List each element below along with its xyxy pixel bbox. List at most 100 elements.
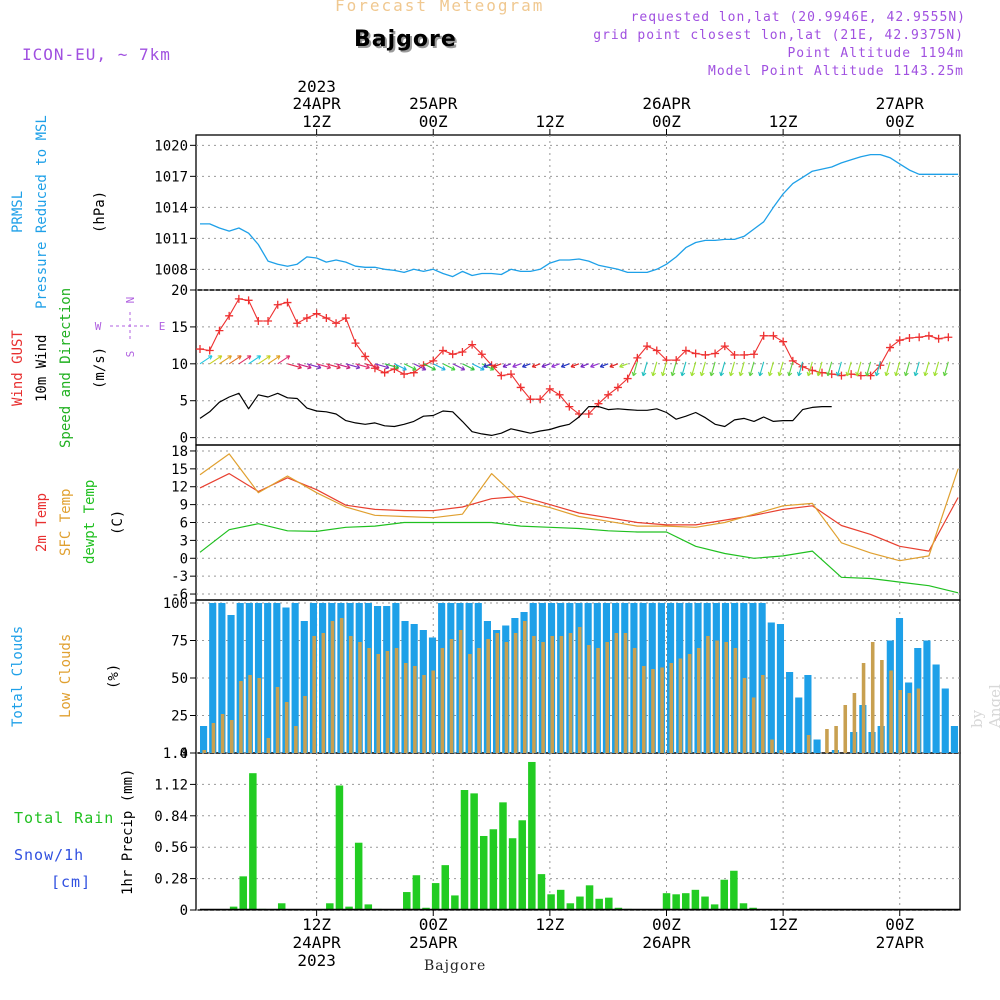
y-tick-label: 5 bbox=[180, 394, 188, 410]
low-cloud-bar bbox=[907, 693, 912, 753]
panel-label-wind: (m/s) bbox=[92, 346, 108, 390]
wind-direction-arrow bbox=[267, 355, 281, 365]
wind-direction-arrow bbox=[512, 363, 521, 369]
wind-direction-arrow bbox=[462, 363, 475, 371]
bottom-hour-label: 00Z bbox=[652, 915, 681, 934]
panel-frame-precip bbox=[195, 752, 961, 911]
wind-direction-arrow bbox=[521, 363, 531, 369]
low-cloud-bar bbox=[898, 690, 902, 753]
low-cloud-bar bbox=[513, 633, 518, 753]
y-tick-label: 75 bbox=[171, 634, 188, 650]
y-tick-label: 1017 bbox=[154, 169, 188, 185]
bottom-hour-label: 12Z bbox=[302, 915, 331, 934]
wind-direction-arrow bbox=[599, 363, 609, 369]
wind-direction-arrow bbox=[423, 363, 436, 371]
total-cloud-bar bbox=[804, 675, 812, 753]
super-title: Forecast Meteogram bbox=[335, 0, 545, 15]
rain-bar bbox=[576, 896, 584, 910]
low-cloud-bar bbox=[239, 681, 243, 753]
total-cloud-bar bbox=[776, 624, 785, 753]
wind-direction-arrow bbox=[816, 361, 823, 377]
wind-direction-arrow bbox=[728, 361, 736, 377]
wind-direction-arrow bbox=[796, 361, 804, 377]
rain-bar bbox=[720, 879, 728, 910]
low-cloud-bar bbox=[312, 636, 316, 753]
gust-marker bbox=[458, 348, 467, 356]
wind-direction-arrow bbox=[277, 355, 291, 365]
rain-bar bbox=[412, 875, 421, 910]
low-cloud-bar bbox=[522, 621, 527, 753]
wind-direction-arrow bbox=[884, 361, 891, 377]
top-date-label: 25APR bbox=[409, 94, 458, 113]
wind-direction-arrow bbox=[228, 355, 242, 365]
gust-marker bbox=[643, 342, 652, 351]
rain-bar bbox=[672, 894, 680, 910]
compass-north: N bbox=[124, 297, 137, 304]
low-cloud-bar bbox=[220, 714, 225, 753]
rain-bar bbox=[585, 885, 594, 910]
wind-direction-arrow bbox=[471, 363, 485, 371]
low-cloud-bar bbox=[880, 660, 884, 753]
panel-label-temp: dewpt Temp bbox=[82, 479, 98, 565]
y-tick-label: 9 bbox=[180, 498, 188, 514]
panel-label-clouds: (%) bbox=[106, 663, 122, 689]
wind-direction-arrow bbox=[738, 361, 745, 377]
total-cloud-bar bbox=[209, 603, 217, 753]
low-cloud-bar bbox=[202, 750, 207, 753]
wind-direction-arrow bbox=[631, 361, 638, 377]
rain-bar bbox=[364, 904, 373, 910]
rain-bar bbox=[489, 829, 498, 910]
gust-marker bbox=[429, 356, 438, 365]
total-cloud-bar bbox=[795, 697, 803, 753]
page-title: Bajgore bbox=[354, 27, 457, 52]
wind-direction-arrow bbox=[365, 363, 380, 370]
bottom-date-label: 27APR bbox=[876, 933, 925, 952]
low-cloud-bar bbox=[596, 648, 600, 753]
gust-marker bbox=[438, 346, 447, 355]
compass-south: S bbox=[124, 351, 137, 358]
wind-direction-arrow bbox=[719, 361, 726, 377]
gust-marker bbox=[749, 350, 758, 359]
bottom-hour-label: 12Z bbox=[769, 915, 798, 934]
top-year-label: 2023 bbox=[297, 77, 336, 96]
temp-2m-line bbox=[199, 473, 959, 552]
wind-direction-arrow bbox=[670, 361, 677, 377]
y-tick-label: 12 bbox=[171, 480, 188, 496]
info-point-altitude: Point Altitude 1194m bbox=[787, 46, 964, 61]
low-cloud-bar bbox=[257, 678, 262, 753]
wind-direction-arrow bbox=[531, 363, 541, 369]
top-date-label: 27APR bbox=[876, 94, 925, 113]
gust-marker bbox=[720, 342, 729, 351]
gust-marker bbox=[516, 383, 525, 392]
wind-direction-arrow bbox=[481, 363, 495, 371]
total-cloud-bar bbox=[941, 688, 949, 753]
low-cloud-bar bbox=[376, 654, 381, 753]
low-cloud-bar bbox=[651, 669, 655, 753]
rain-bar bbox=[229, 906, 238, 910]
wind-direction-arrow bbox=[238, 355, 252, 365]
wind-direction-arrow bbox=[219, 355, 232, 365]
gust-marker bbox=[623, 374, 632, 383]
top-hour-label: 00Z bbox=[885, 112, 914, 131]
panel-label-temp: (C) bbox=[110, 509, 126, 535]
legend-total-rain: Total Rain bbox=[14, 809, 115, 827]
y-tick-label: 1008 bbox=[154, 262, 188, 278]
wind-direction-arrow bbox=[257, 355, 271, 365]
wind-direction-arrow bbox=[787, 361, 794, 377]
total-cloud-bar bbox=[282, 607, 290, 753]
low-cloud-bar bbox=[614, 633, 619, 753]
gust-marker bbox=[759, 331, 768, 340]
low-cloud-bar bbox=[284, 702, 289, 753]
rain-bar bbox=[701, 896, 709, 910]
low-cloud-bar bbox=[632, 648, 637, 753]
low-cloud-bar bbox=[724, 642, 728, 753]
rain-bar bbox=[691, 889, 700, 910]
rain-bar bbox=[460, 790, 469, 910]
wind-direction-arrow bbox=[355, 363, 370, 370]
gust-marker bbox=[769, 331, 778, 340]
dewpoint-line bbox=[199, 521, 959, 594]
wind-direction-arrow bbox=[767, 361, 774, 377]
low-cloud-bar bbox=[623, 633, 628, 753]
low-cloud-bar bbox=[669, 663, 674, 753]
rain-bar bbox=[547, 894, 555, 910]
